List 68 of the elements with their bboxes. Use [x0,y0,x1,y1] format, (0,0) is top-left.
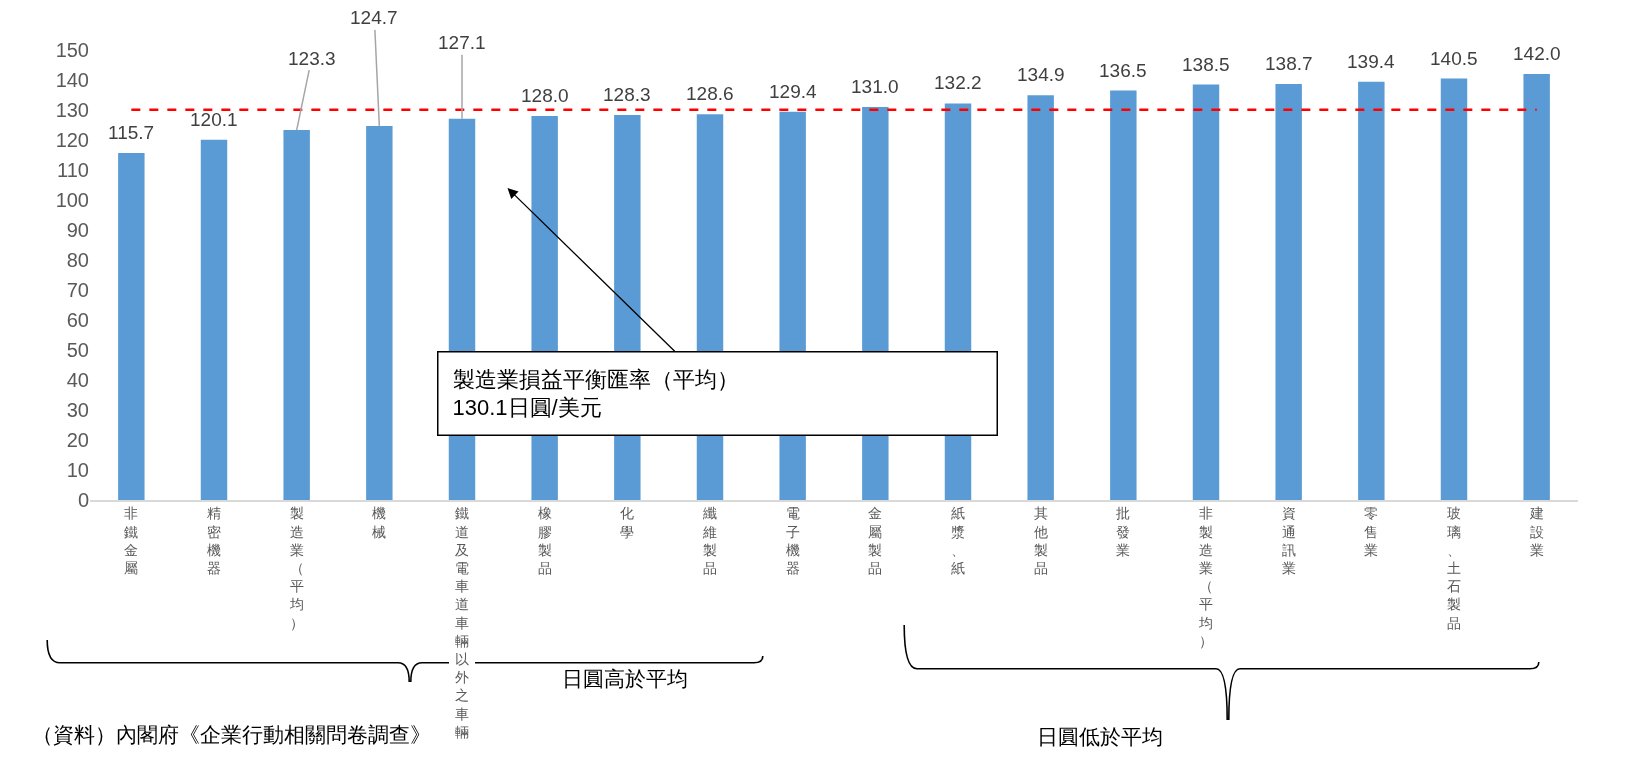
data-label: 142.0 [1513,43,1561,64]
bar [1523,74,1550,500]
x-tick-label: 資通訊業 [1281,505,1296,576]
data-label: 128.0 [521,85,569,106]
x-tick-label: 紙漿、紙 [951,505,965,576]
data-label: 129.4 [769,81,817,102]
y-tick-label: 70 [66,279,89,301]
y-tick-label: 130 [55,99,89,121]
data-label: 115.7 [108,122,155,143]
data-label: 138.7 [1265,53,1313,74]
y-tick-label: 110 [57,159,89,181]
x-tick-label: 批發業 [1116,505,1131,558]
data-label: 123.3 [288,48,336,69]
y-tick-label: 20 [66,429,89,451]
x-tick-label: 零售業 [1364,505,1379,558]
bar [1440,78,1468,500]
data-label: 127.1 [438,32,486,53]
y-tick-label: 60 [66,309,89,331]
category-label: 鐵道及電車道車輛以外之車輛 [455,505,469,740]
annotation: 製造業損益平衡匯率（平均） 130.1日圓/美元 [452,366,739,421]
text: （資料）內閣府《企業行動相關問卷調查》 [32,723,431,746]
y-tick-label: 90 [66,219,89,241]
y-tick-label: 0 [77,489,89,511]
data-label: 128.3 [603,84,651,105]
data-label: 139.4 [1347,51,1395,72]
x-tick-label: 化學 [620,505,635,540]
x-tick-label: 橡膠製品 [537,505,552,576]
x-tick-label: 非鐵金屬 [124,505,139,576]
y-tick-label: 150 [55,39,89,61]
y-tick-label: 30 [66,399,89,421]
x-tick-label: 金屬製品 [868,505,883,576]
x-tick-label: 精密機器 [207,505,221,576]
bar [1275,83,1302,500]
data-label: 120.1 [190,109,238,130]
bar [1192,84,1220,500]
data-label: 134.9 [1017,64,1065,85]
bar [283,130,310,500]
data-label: 132.2 [934,72,982,93]
x-tick-label: 其他製品 [1033,505,1048,576]
data-label: 128.6 [686,83,734,104]
y-tick-label: 100 [55,189,89,211]
y-tick-label: 120 [55,129,89,151]
text-box: 製造業損益平衡匯率（平均） 130.1日圓/美元 [437,187,998,436]
bar [1358,81,1385,500]
x-tick-label: 機械 [372,505,387,540]
x-tick-label: 玻璃、土石製品 [1447,505,1461,631]
bar [1110,90,1137,500]
y-tick-label: 140 [55,69,89,91]
y-tick-label: 80 [66,249,89,271]
data-label: 124.7 [350,7,398,28]
bar [200,139,228,500]
data-label: 136.5 [1099,60,1147,81]
data-label: 140.5 [1430,48,1478,69]
text: 日圓低於平均 [1037,725,1163,748]
x-tick-label: 非製造業（平均） [1198,505,1213,649]
y-tick-label: 10 [66,459,89,481]
text: 日圓高於平均 [562,667,688,690]
bar [1027,95,1054,500]
y-tick-label: 50 [66,339,89,361]
bar [118,152,145,500]
y-tick-label: 40 [66,369,89,391]
bar [366,125,393,500]
data-label: 131.0 [851,76,899,97]
data-label: 138.5 [1182,54,1230,75]
x-tick-label: 建設業 [1528,505,1544,558]
x-tick-label: 製造業（平均） [288,505,304,631]
x-tick-label: 纖維製品 [702,505,717,576]
x-tick-label: 電子機器 [785,505,800,576]
